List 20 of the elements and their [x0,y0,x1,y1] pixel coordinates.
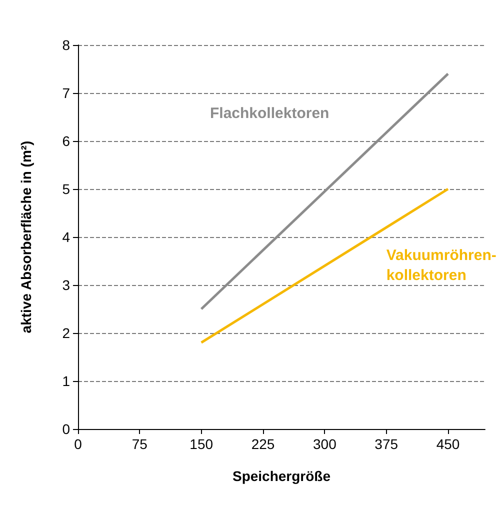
y-tick-label: 4 [62,229,70,245]
x-tick-label: 150 [190,436,214,452]
x-tick-label: 375 [374,436,398,452]
y-tick-label: 7 [62,85,70,101]
y-tick-label: 6 [62,133,70,149]
x-axis-title: Speichergröße [232,468,331,484]
x-tick-label: 225 [251,436,275,452]
series-label: Vakuumröhren-kollektoren [386,246,496,284]
x-tick-label: 300 [312,436,337,452]
y-tick-label: 1 [62,373,70,389]
y-tick-label: 3 [62,277,70,293]
x-tick-label: 75 [132,436,148,452]
y-tick-label: 0 [62,421,70,437]
x-tick-label: 450 [436,436,460,452]
text: Flachkollektoren [210,104,330,122]
y-tick-label: 8 [62,37,70,53]
y-tick-label: 2 [62,325,70,341]
y-axis-title: aktive Absorberfläche in (m²) [18,140,34,334]
x-tick-label: 0 [74,436,82,452]
y-tick-label: 5 [62,181,70,197]
